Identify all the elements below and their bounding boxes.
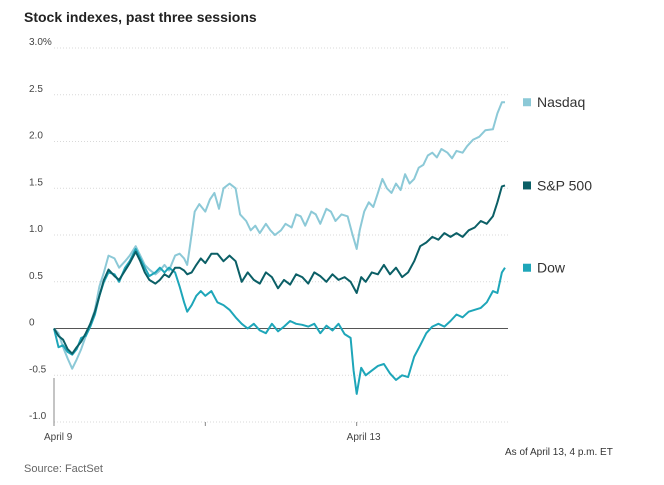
legend-label: Dow bbox=[537, 260, 566, 276]
legend-label: Nasdaq bbox=[537, 94, 585, 110]
legend-swatch bbox=[523, 263, 531, 272]
y-tick-label: 2.5 bbox=[29, 84, 43, 95]
y-tick-label: 2.0 bbox=[29, 131, 43, 142]
legend-swatch bbox=[523, 98, 531, 107]
x-tick-label: April 9 bbox=[44, 432, 73, 443]
chart-title: Stock indexes, past three sessions bbox=[24, 9, 257, 25]
legend-swatch bbox=[523, 181, 531, 190]
series-line-s-p-500 bbox=[53, 184, 506, 355]
y-tick-label: -0.5 bbox=[29, 364, 47, 375]
y-tick-label: 0 bbox=[29, 318, 35, 329]
x-axis: April 9 April 13 bbox=[44, 378, 381, 443]
y-tick-label: 1.0 bbox=[29, 224, 43, 235]
y-tick-label: 0.5 bbox=[29, 271, 43, 282]
timestamp-note: As of April 13, 4 p.m. ET bbox=[505, 447, 613, 458]
gridlines bbox=[54, 47, 508, 423]
legend: Nasdaq S&P 500 Dow bbox=[523, 94, 592, 276]
y-axis: 3.0% 2.5 2.0 1.5 1.0 0.5 0 -0.5 -1.0 bbox=[29, 37, 52, 422]
y-tick-label: -1.0 bbox=[29, 411, 47, 422]
x-tick-label: April 13 bbox=[347, 432, 381, 443]
legend-label: S&P 500 bbox=[537, 177, 592, 193]
y-tick-label: 1.5 bbox=[29, 177, 43, 188]
source-credit: Source: FactSet bbox=[24, 463, 103, 475]
y-tick-label: 3.0% bbox=[29, 37, 52, 48]
series-line-nasdaq bbox=[53, 101, 505, 370]
series-line-dow bbox=[53, 248, 506, 395]
series-lines bbox=[53, 101, 506, 395]
